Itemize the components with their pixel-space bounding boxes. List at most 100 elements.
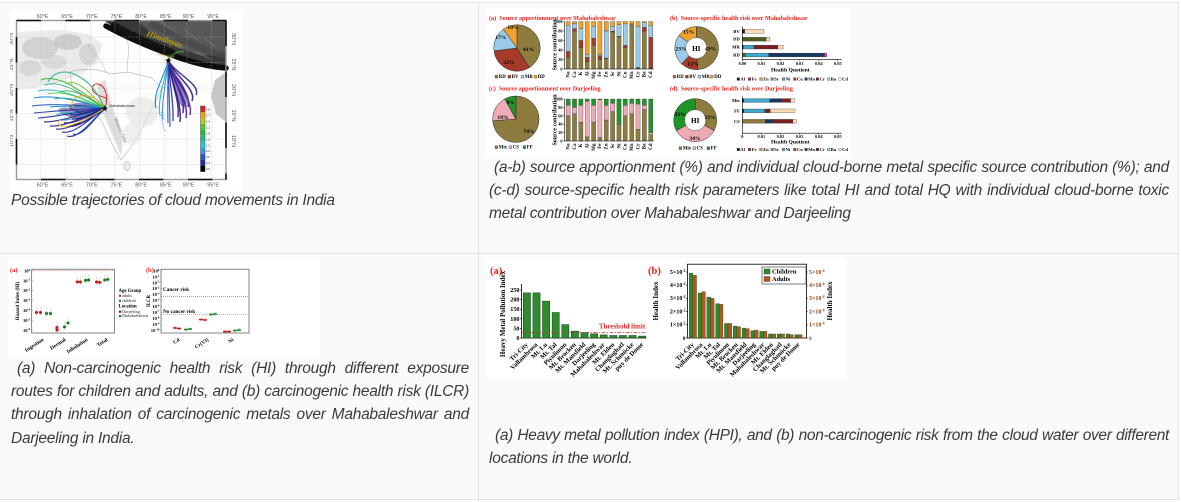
svg-text:0.04: 0.04 bbox=[815, 61, 823, 66]
svg-text:Cd: Cd bbox=[842, 147, 848, 152]
svg-text:0.6: 0.6 bbox=[206, 155, 211, 159]
svg-text:60: 60 bbox=[558, 113, 562, 118]
svg-text:1.2: 1.2 bbox=[206, 143, 211, 147]
svg-text:1.5: 1.5 bbox=[206, 137, 211, 141]
svg-text:BV: BV bbox=[512, 75, 519, 80]
svg-text:250: 250 bbox=[510, 287, 519, 294]
svg-text:10%: 10% bbox=[507, 25, 519, 31]
svg-text:150: 150 bbox=[510, 306, 519, 313]
svg-text:65°E: 65°E bbox=[61, 183, 73, 189]
svg-text:40: 40 bbox=[558, 48, 562, 53]
svg-text:20: 20 bbox=[558, 130, 562, 135]
svg-text:3×10-2: 3×10-2 bbox=[670, 295, 686, 302]
svg-text:Ba: Ba bbox=[643, 71, 648, 77]
svg-text:40: 40 bbox=[558, 122, 562, 127]
svg-text:50: 50 bbox=[513, 325, 519, 332]
svg-text:0.02: 0.02 bbox=[777, 134, 785, 139]
svg-text:2×10-4: 2×10-4 bbox=[809, 308, 825, 315]
svg-text:FF: FF bbox=[711, 147, 717, 152]
svg-text:(b): (b) bbox=[146, 267, 154, 274]
svg-text:CS: CS bbox=[734, 119, 740, 124]
svg-text:20°N: 20°N bbox=[10, 84, 15, 96]
svg-text:33%: 33% bbox=[674, 112, 686, 118]
svg-text:8%: 8% bbox=[507, 101, 514, 106]
svg-text:Ca: Ca bbox=[573, 71, 578, 78]
svg-text:Cu: Cu bbox=[797, 147, 803, 152]
svg-text:Zn: Zn bbox=[763, 147, 769, 152]
svg-text:1.8: 1.8 bbox=[206, 131, 211, 135]
svg-text:Children: Children bbox=[772, 269, 797, 276]
svg-text:0.02: 0.02 bbox=[777, 61, 785, 66]
svg-text:Darjeeling: Darjeeling bbox=[156, 51, 175, 59]
svg-text:10°N: 10°N bbox=[10, 135, 15, 147]
svg-text:10-5: 10-5 bbox=[152, 298, 160, 304]
svg-text:10-9: 10-9 bbox=[152, 321, 160, 327]
svg-text:0: 0 bbox=[809, 336, 812, 342]
svg-text:Zn: Zn bbox=[605, 71, 610, 77]
svg-text:100: 100 bbox=[510, 316, 519, 323]
svg-text:3.8: 3.8 bbox=[206, 108, 211, 112]
svg-text:80°E: 80°E bbox=[135, 183, 147, 189]
svg-text:0.0: 0.0 bbox=[206, 167, 211, 171]
svg-text:Zn: Zn bbox=[763, 77, 769, 82]
svg-text:K: K bbox=[579, 143, 584, 147]
svg-text:(a): (a) bbox=[490, 266, 503, 277]
svg-text:10-2: 10-2 bbox=[152, 280, 160, 286]
svg-text:Ni: Ni bbox=[617, 71, 622, 77]
svg-text:10-5: 10-5 bbox=[23, 317, 31, 323]
svg-text:Sr: Sr bbox=[611, 143, 616, 149]
svg-text:(b): (b) bbox=[648, 266, 661, 277]
svg-text:Threshold limit: Threshold limit bbox=[599, 323, 646, 331]
svg-text:Cd: Cd bbox=[649, 71, 654, 78]
svg-text:RD: RD bbox=[733, 53, 740, 58]
svg-text:Al: Al bbox=[740, 77, 745, 82]
svg-text:0.03: 0.03 bbox=[796, 134, 804, 139]
svg-text:Cr: Cr bbox=[820, 77, 825, 82]
svg-text:(d) Source-specific health ri: (d) Source-specific health risk over Dar… bbox=[670, 86, 794, 93]
svg-text:95°E: 95°E bbox=[207, 183, 219, 189]
svg-text:Cd: Cd bbox=[842, 77, 848, 82]
svg-text:Health Index: Health Index bbox=[652, 281, 660, 321]
svg-text:1×10-4: 1×10-4 bbox=[809, 322, 825, 329]
svg-text:Cr: Cr bbox=[636, 71, 641, 78]
svg-text:10-3: 10-3 bbox=[23, 298, 31, 304]
svg-text:DD: DD bbox=[733, 37, 740, 42]
svg-text:HI: HI bbox=[691, 117, 700, 125]
svg-text:Mn: Mn bbox=[630, 71, 635, 79]
svg-text:3.7: 3.7 bbox=[206, 114, 211, 118]
svg-text:60°E: 60°E bbox=[37, 183, 49, 189]
svg-text:0: 0 bbox=[560, 67, 562, 72]
svg-text:Cu: Cu bbox=[624, 71, 629, 78]
svg-text:10-8: 10-8 bbox=[152, 315, 160, 321]
svg-text:4×10-2: 4×10-2 bbox=[670, 282, 686, 289]
svg-text:(b) Source-specific health ri: (b) Source-specific health risk over Mah… bbox=[670, 15, 808, 22]
svg-text:18%: 18% bbox=[497, 115, 509, 121]
svg-text:0: 0 bbox=[516, 335, 519, 342]
svg-text:5×10-2: 5×10-2 bbox=[670, 269, 686, 276]
svg-text:0.00: 0.00 bbox=[738, 61, 746, 66]
svg-text:10-4: 10-4 bbox=[152, 292, 160, 298]
svg-text:10-2: 10-2 bbox=[23, 288, 31, 294]
svg-text:FF: FF bbox=[527, 146, 533, 151]
svg-text:Fe: Fe bbox=[598, 143, 603, 149]
svg-text:0.01: 0.01 bbox=[758, 61, 766, 66]
svg-text:Mahabaleshwar: Mahabaleshwar bbox=[122, 313, 149, 318]
svg-text:60°E: 60°E bbox=[37, 14, 49, 20]
svg-text:Mahabaleshwar: Mahabaleshwar bbox=[110, 104, 136, 108]
svg-text:65°E: 65°E bbox=[61, 14, 73, 20]
svg-text:Mg: Mg bbox=[592, 143, 597, 151]
svg-text:Mix: Mix bbox=[683, 147, 692, 152]
svg-text:15°N: 15°N bbox=[230, 109, 236, 121]
svg-text:Location: Location bbox=[119, 305, 137, 310]
svg-text:Ba: Ba bbox=[643, 143, 648, 149]
svg-text:30°N: 30°N bbox=[10, 33, 15, 45]
svg-text:60: 60 bbox=[558, 38, 562, 43]
svg-text:200: 200 bbox=[510, 297, 519, 304]
svg-text:90°E: 90°E bbox=[183, 14, 195, 20]
svg-text:10-10: 10-10 bbox=[151, 327, 160, 333]
svg-text:Source contribution: Source contribution bbox=[553, 19, 559, 71]
svg-text:children: children bbox=[122, 298, 137, 303]
svg-text:Zn: Zn bbox=[605, 143, 610, 149]
svg-text:17%: 17% bbox=[495, 35, 507, 41]
svg-text:3×10-4: 3×10-4 bbox=[809, 295, 825, 302]
